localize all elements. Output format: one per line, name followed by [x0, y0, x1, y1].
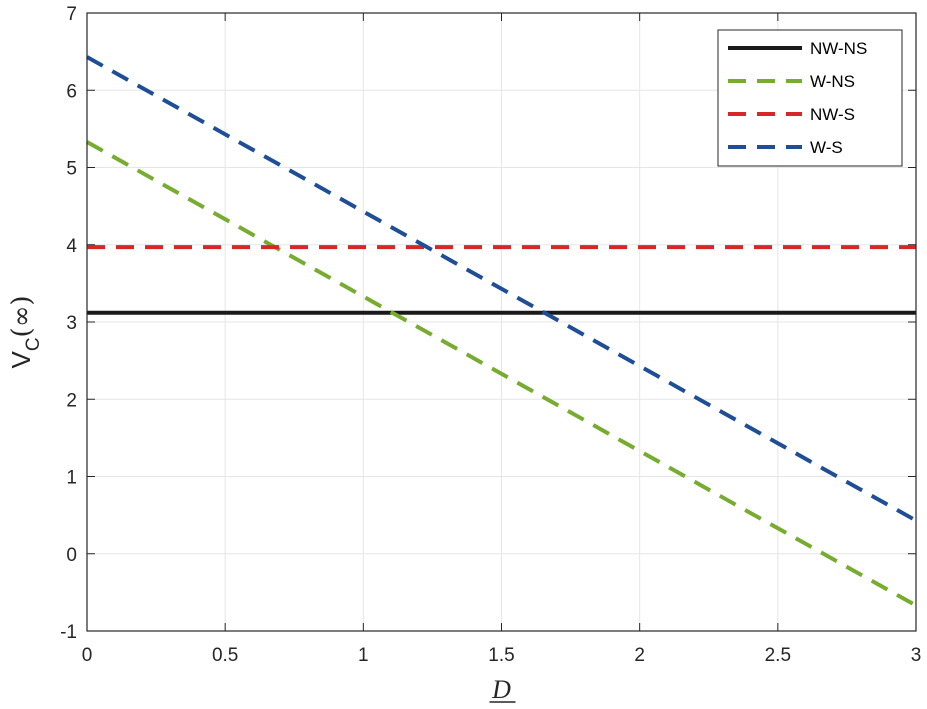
y-tick-label: 6 — [66, 81, 77, 102]
x-tick-label: 2.5 — [765, 645, 791, 666]
y-tick-label: 1 — [66, 468, 77, 489]
legend: NW-NS W-NS NW-S W-S — [717, 29, 903, 167]
legend-box — [717, 29, 903, 167]
x-tick-label: 3 — [911, 645, 922, 666]
series-lines — [86, 55, 917, 608]
y-tick-label: 4 — [66, 236, 77, 257]
legend-label-w-s: W-S — [810, 138, 843, 157]
x-tick-label: 0 — [82, 645, 93, 666]
series-line-w-s — [86, 55, 917, 523]
x-tick-label: 1 — [358, 645, 369, 666]
y-axis-label-subscript: C — [23, 337, 44, 351]
legend-label-nw-ns: NW-NS — [810, 39, 867, 58]
y-tick-label: 7 — [66, 4, 77, 25]
y-tick-label: 3 — [66, 313, 77, 334]
legend-label-w-ns: W-NS — [810, 72, 855, 91]
x-tick-label: 0.5 — [212, 645, 238, 666]
x-axis-label-text: D — [491, 675, 511, 704]
y-tick-label: -1 — [60, 622, 77, 643]
y-tick-label: 5 — [66, 159, 77, 180]
series-line-w-ns — [86, 140, 917, 608]
y-axis-label-suffix: (∞) — [7, 295, 37, 337]
x-tick-label: 2 — [634, 645, 645, 666]
y-tick-label: 2 — [66, 390, 77, 411]
x-tick-label: 1.5 — [488, 645, 514, 666]
y-tick-label: 0 — [66, 545, 77, 566]
x-axis-label: D — [489, 675, 516, 704]
y-axis-label-main: V — [6, 351, 36, 369]
legend-label-nw-s: NW-S — [810, 105, 855, 124]
y-axis-label: VC(∞) — [6, 295, 44, 368]
